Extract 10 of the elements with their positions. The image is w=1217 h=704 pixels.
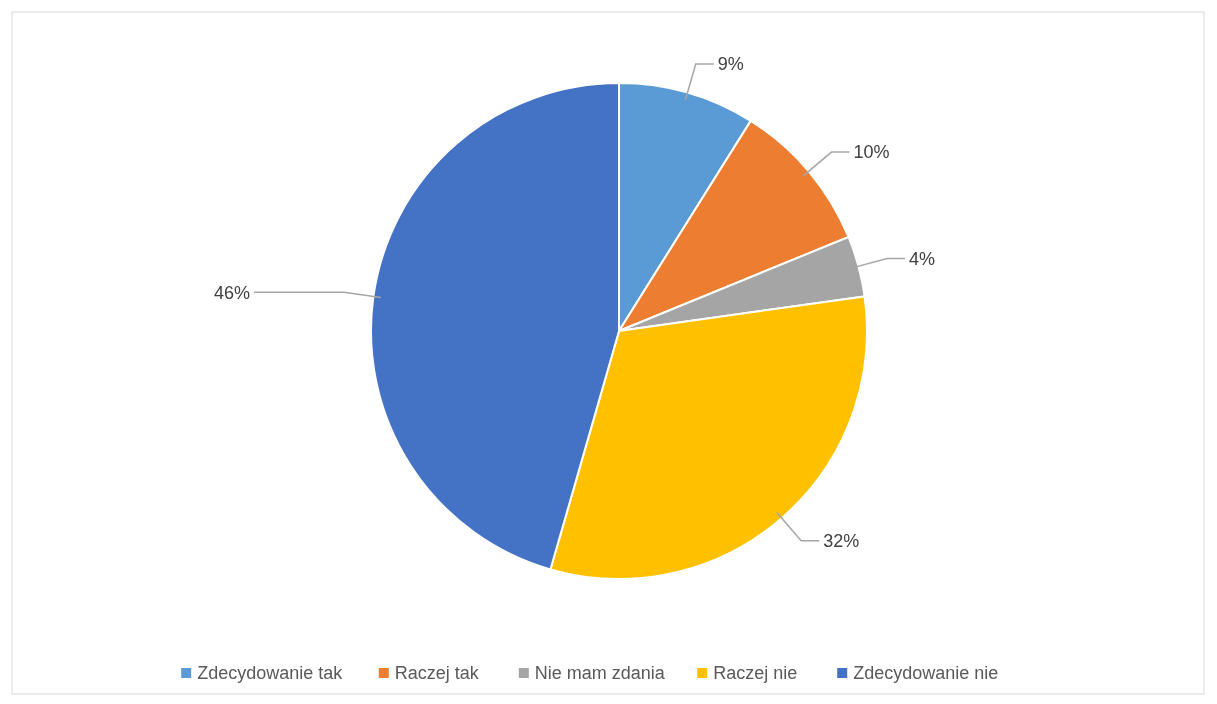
legend-label: Zdecydowanie nie: [853, 663, 999, 684]
data-label: 4%: [909, 248, 936, 269]
data-label: 46%: [213, 282, 250, 303]
legend-label: Zdecydowanie tak: [197, 663, 344, 684]
legend-label: Raczej nie: [713, 663, 798, 684]
legend-label: Nie mam zdania: [534, 663, 666, 684]
data-label: 9%: [717, 54, 744, 75]
data-label: 32%: [823, 530, 860, 551]
data-label: 10%: [853, 142, 890, 163]
legend-label: Raczej tak: [394, 663, 480, 684]
